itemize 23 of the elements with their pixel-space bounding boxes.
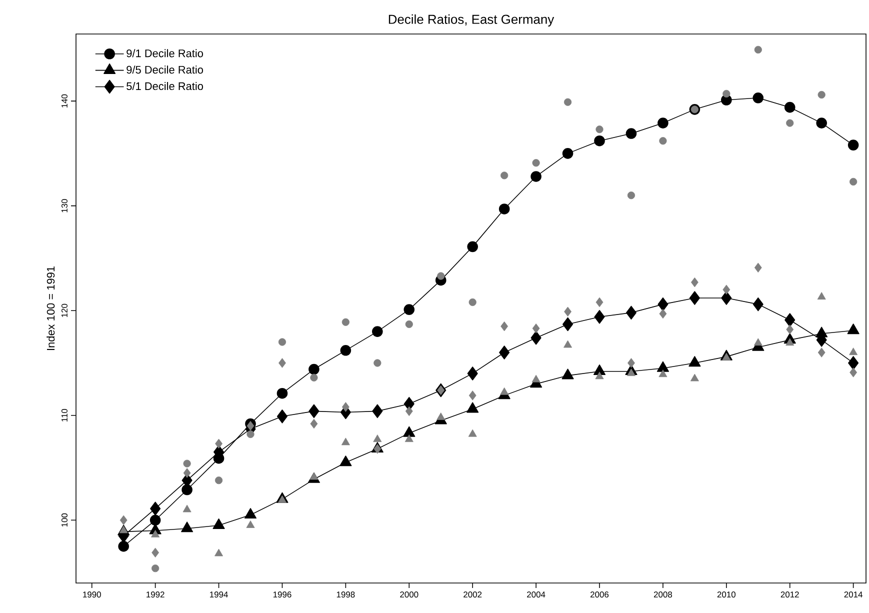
y-tick-label: 100 [61, 513, 68, 527]
x-tick-label: 2012 [780, 592, 799, 598]
x-tick-label: 1996 [273, 592, 292, 598]
x-tick-label: 2014 [844, 592, 862, 598]
legend-label: 5/1 Decile Ratio [126, 82, 203, 90]
x-tick-label: 2008 [654, 592, 672, 598]
x-tick-label: 1994 [210, 592, 228, 598]
legend-label: 9/1 Decile Ratio [126, 49, 203, 58]
x-tick-label: 1998 [336, 592, 355, 598]
x-tick-label: 2004 [527, 592, 546, 598]
y-tick-label: 130 [61, 199, 68, 212]
x-tick-label: 2010 [717, 592, 736, 598]
chart-title: Decile Ratios, East Germany [388, 14, 554, 26]
y-tick-label: 120 [61, 304, 68, 318]
legend-label: 9/5 Decile Ratio [126, 66, 203, 74]
y-axis-title: Index 100 = 1991 [46, 266, 55, 350]
y-tick-label: 110 [61, 408, 68, 422]
x-tick-label: 2000 [400, 592, 418, 598]
x-tick-label: 2006 [590, 592, 609, 598]
y-tick-label: 140 [61, 94, 68, 108]
x-tick-label: 2002 [464, 592, 482, 598]
x-tick-label: 1992 [146, 592, 164, 598]
x-tick-label: 1990 [83, 592, 101, 598]
